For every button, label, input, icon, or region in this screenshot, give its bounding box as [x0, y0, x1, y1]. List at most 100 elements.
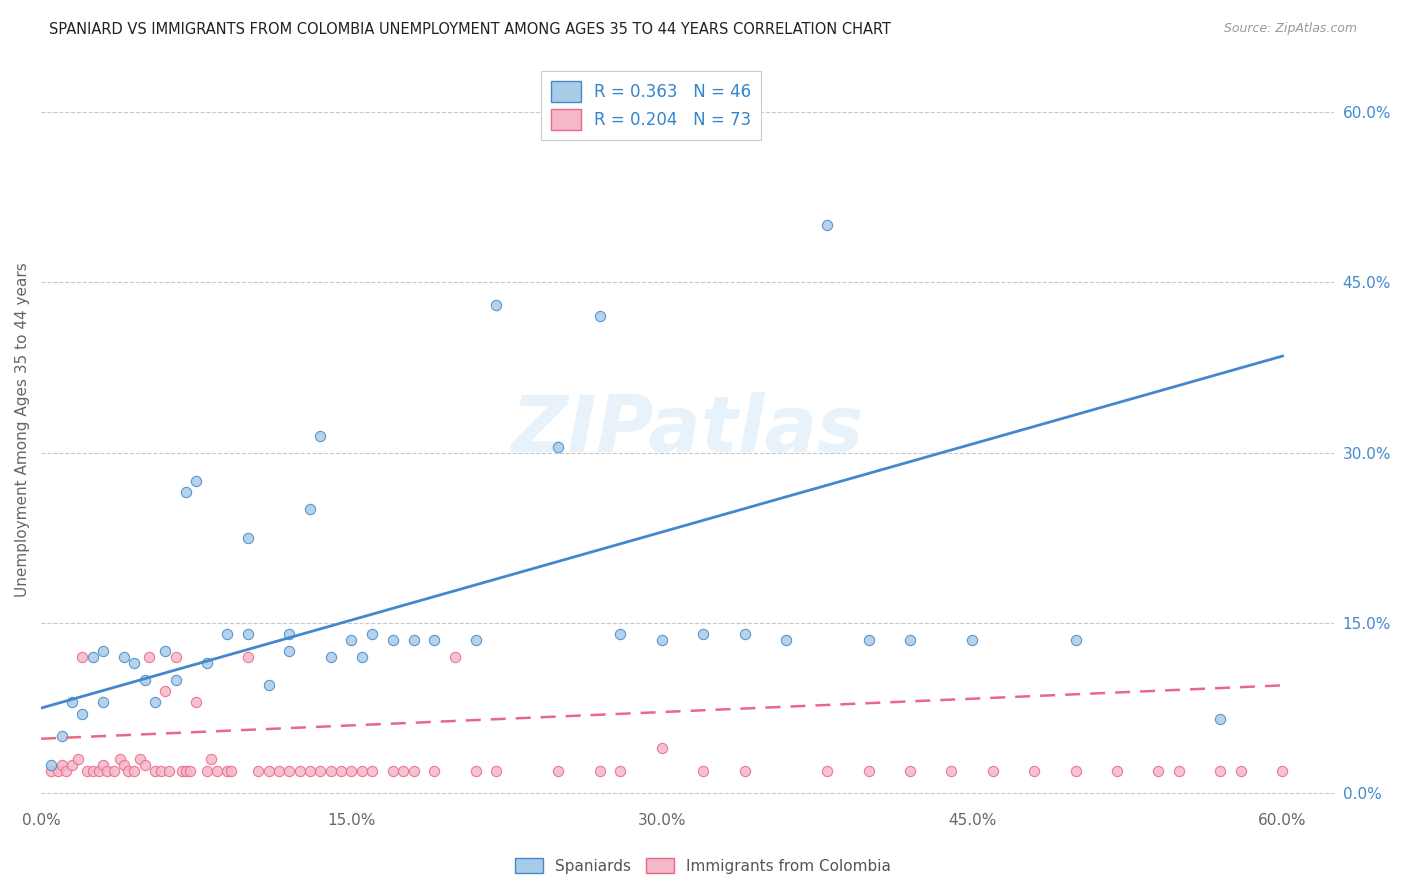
Point — [815, 219, 838, 233]
Point — [651, 740, 673, 755]
Point — [117, 764, 139, 778]
Point — [299, 502, 322, 516]
Point — [589, 764, 612, 778]
Point — [51, 757, 73, 772]
Point — [1271, 764, 1294, 778]
Point — [464, 764, 486, 778]
Text: ZIPatlas: ZIPatlas — [512, 392, 863, 468]
Point — [72, 706, 94, 721]
Point — [72, 650, 94, 665]
Point — [267, 764, 290, 778]
Point — [195, 764, 218, 778]
Point — [858, 764, 880, 778]
Point — [138, 650, 160, 665]
Point — [60, 695, 83, 709]
Point — [174, 485, 197, 500]
Point — [1168, 764, 1191, 778]
Point — [692, 764, 714, 778]
Point — [170, 764, 193, 778]
Point — [609, 764, 631, 778]
Point — [179, 764, 201, 778]
Point — [589, 310, 612, 324]
Point — [319, 764, 342, 778]
Point — [143, 695, 166, 709]
Text: Source: ZipAtlas.com: Source: ZipAtlas.com — [1223, 22, 1357, 36]
Point — [91, 644, 114, 658]
Point — [350, 764, 373, 778]
Point — [309, 428, 332, 442]
Point — [1230, 764, 1253, 778]
Point — [734, 764, 756, 778]
Point — [330, 764, 353, 778]
Point — [361, 764, 384, 778]
Point — [423, 632, 446, 647]
Point — [200, 752, 222, 766]
Point — [96, 764, 118, 778]
Point — [1209, 713, 1232, 727]
Point — [1024, 764, 1046, 778]
Point — [257, 678, 280, 692]
Point — [423, 764, 446, 778]
Point — [547, 764, 569, 778]
Point — [402, 764, 425, 778]
Point — [299, 764, 322, 778]
Point — [108, 752, 131, 766]
Point — [205, 764, 228, 778]
Point — [464, 632, 486, 647]
Point — [1064, 632, 1087, 647]
Legend: Spaniards, Immigrants from Colombia: Spaniards, Immigrants from Colombia — [509, 852, 897, 880]
Point — [402, 632, 425, 647]
Point — [381, 764, 404, 778]
Point — [1105, 764, 1128, 778]
Point — [381, 632, 404, 647]
Point — [340, 764, 363, 778]
Point — [1147, 764, 1170, 778]
Point — [46, 764, 69, 778]
Point — [217, 627, 239, 641]
Point — [444, 650, 467, 665]
Point — [692, 627, 714, 641]
Point — [60, 757, 83, 772]
Point — [76, 764, 98, 778]
Point — [278, 764, 301, 778]
Point — [165, 673, 187, 687]
Point — [112, 650, 135, 665]
Point — [122, 656, 145, 670]
Point — [195, 656, 218, 670]
Point — [150, 764, 173, 778]
Point — [112, 757, 135, 772]
Point — [288, 764, 311, 778]
Point — [134, 757, 156, 772]
Point — [278, 627, 301, 641]
Point — [55, 764, 77, 778]
Point — [82, 764, 104, 778]
Point — [217, 764, 239, 778]
Point — [155, 644, 177, 658]
Point — [815, 764, 838, 778]
Point — [547, 440, 569, 454]
Point — [485, 298, 508, 312]
Point — [221, 764, 243, 778]
Point — [122, 764, 145, 778]
Point — [91, 695, 114, 709]
Point — [1064, 764, 1087, 778]
Point — [392, 764, 415, 778]
Point — [1209, 764, 1232, 778]
Point — [236, 650, 259, 665]
Point — [41, 757, 63, 772]
Point — [898, 632, 921, 647]
Point — [361, 627, 384, 641]
Point — [775, 632, 797, 647]
Point — [236, 531, 259, 545]
Point — [485, 764, 508, 778]
Point — [155, 684, 177, 698]
Point — [941, 764, 963, 778]
Legend: R = 0.363   N = 46, R = 0.204   N = 73: R = 0.363 N = 46, R = 0.204 N = 73 — [541, 71, 761, 140]
Point — [67, 752, 90, 766]
Point — [91, 757, 114, 772]
Point — [350, 650, 373, 665]
Point — [319, 650, 342, 665]
Point — [247, 764, 270, 778]
Point — [960, 632, 983, 647]
Point — [143, 764, 166, 778]
